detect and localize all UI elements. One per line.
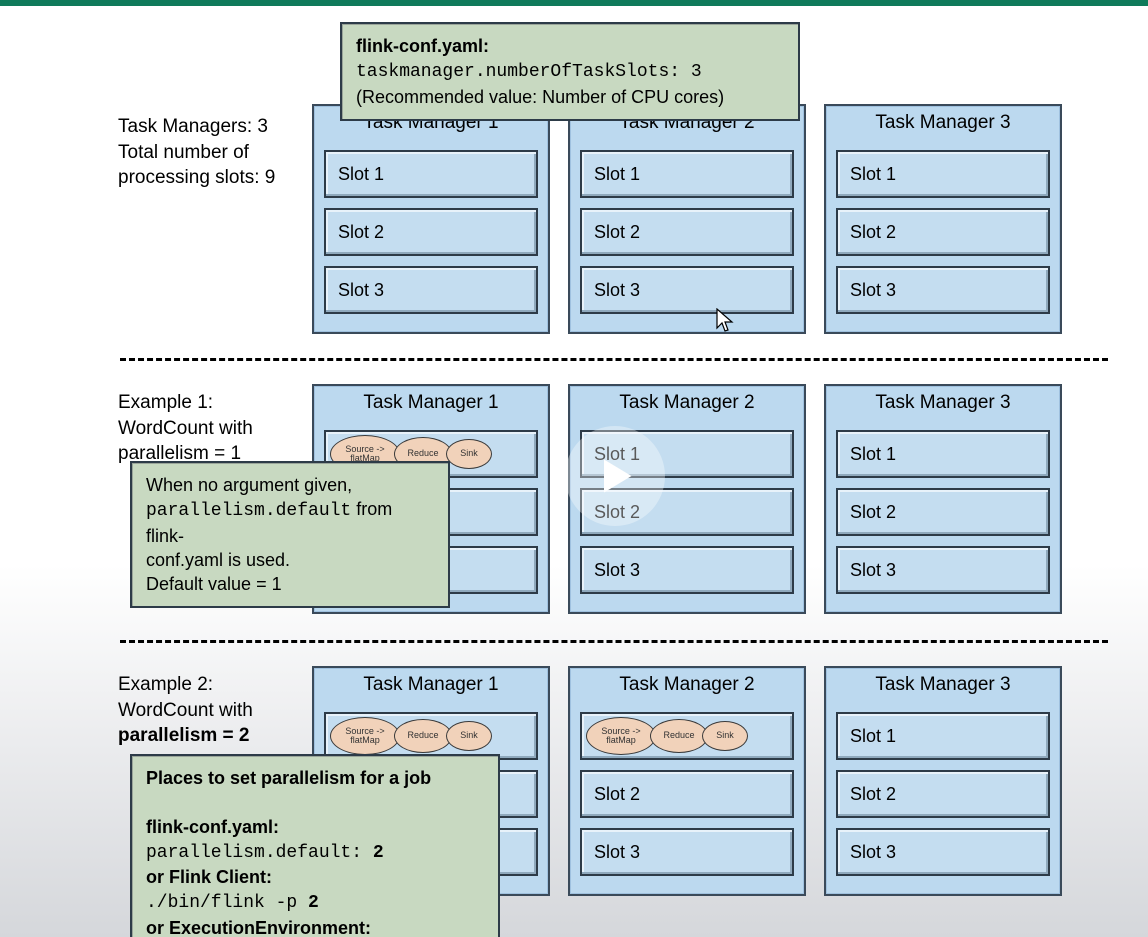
slot-label: Slot 3 <box>850 280 896 301</box>
section1-label: Example 1: WordCount with parallelism = … <box>118 390 253 467</box>
slot-with-ops: Source -> flatMap Reduce Sink <box>580 712 794 760</box>
tm-box: Task Manager 2 Source -> flatMap Reduce … <box>568 666 806 896</box>
slot-with-ops: Source -> flatMap Reduce Sink <box>324 712 538 760</box>
code: ./bin/flink -p <box>146 893 308 913</box>
callout-title: flink-conf.yaml: <box>356 36 489 56</box>
tm-box: Task Manager 3 Slot 1 Slot 2 Slot 3 <box>824 104 1062 334</box>
slot-label: Slot 3 <box>594 842 640 863</box>
slot: Slot 1 <box>836 712 1050 760</box>
op-ellipse: Source -> flatMap <box>586 717 656 755</box>
slot-label: Slot 3 <box>850 842 896 863</box>
slot-label: Slot 3 <box>338 280 384 301</box>
tm-box: Task Manager 3 Slot 1 Slot 2 Slot 3 <box>824 666 1062 896</box>
ops-row: Source -> flatMap Reduce Sink <box>330 717 492 755</box>
slot-label: Slot 3 <box>850 560 896 581</box>
slot: Slot 3 <box>836 266 1050 314</box>
text: Total number of <box>118 142 249 163</box>
ops-row: Source -> flatMap Reduce Sink <box>586 717 748 755</box>
slot: Slot 3 <box>836 546 1050 594</box>
text-bold: or Flink Client: <box>146 867 272 887</box>
tm-title: Task Manager 2 <box>570 674 804 696</box>
tm-box: Task Manager 1 Slot 1 Slot 2 Slot 3 <box>312 104 550 334</box>
slot: Slot 2 <box>580 770 794 818</box>
section2-label: Example 2: WordCount with parallelism = … <box>118 672 253 749</box>
code: parallelism.default <box>146 501 351 521</box>
code: ./bin/flink -p 2 <box>146 893 319 913</box>
slot: Slot 1 <box>836 430 1050 478</box>
slot: Slot 3 <box>324 266 538 314</box>
slot-label: Slot 1 <box>594 164 640 185</box>
text: Example 2: <box>118 674 213 695</box>
divider <box>120 640 1108 643</box>
text-bold: Places to set parallelism for a job <box>146 768 431 788</box>
callout-default-parallelism: When no argument given, parallelism.defa… <box>130 461 450 608</box>
op-ellipse: Sink <box>702 721 748 751</box>
slot: Slot 2 <box>836 770 1050 818</box>
slot: Slot 1 <box>324 150 538 198</box>
callout-taskslots: flink-conf.yaml: taskmanager.numberOfTas… <box>340 22 800 121</box>
code: parallelism.default: 2 <box>146 843 384 863</box>
text: WordCount with <box>118 418 253 439</box>
section0-label: Task Managers: 3 Total number of process… <box>118 114 275 191</box>
slot-label: Slot 2 <box>594 784 640 805</box>
tm-title: Task Manager 3 <box>826 112 1060 134</box>
slot-label: Slot 1 <box>850 164 896 185</box>
callout-code: taskmanager.numberOfTaskSlots: 3 <box>356 62 702 82</box>
slot-label: Slot 2 <box>850 502 896 523</box>
slot: Slot 1 <box>836 150 1050 198</box>
slot-label: Slot 3 <box>594 280 640 301</box>
code: parallelism.default: <box>146 843 373 863</box>
text: Default value = 1 <box>146 574 282 594</box>
op-ellipse: Source -> flatMap <box>330 717 400 755</box>
code-bold: 2 <box>308 893 319 913</box>
callout-set-parallelism: Places to set parallelism for a job flin… <box>130 754 500 937</box>
slot-label: Slot 3 <box>594 560 640 581</box>
tm-title: Task Manager 1 <box>314 674 548 696</box>
text: conf.yaml is used. <box>146 550 290 570</box>
text: When no argument given, <box>146 475 352 495</box>
slot: Slot 3 <box>580 266 794 314</box>
slot-label: Slot 2 <box>594 222 640 243</box>
slot: Slot 3 <box>580 828 794 876</box>
play-button[interactable] <box>565 426 665 526</box>
slot-label: Slot 2 <box>850 784 896 805</box>
slot-label: Slot 1 <box>338 164 384 185</box>
text: WordCount with <box>118 700 253 721</box>
tm-box: Task Manager 2 Slot 1 Slot 2 Slot 3 <box>568 104 806 334</box>
slot-label: Slot 2 <box>850 222 896 243</box>
text: Example 1: <box>118 392 213 413</box>
op-ellipse: Sink <box>446 439 492 469</box>
slot-label: Slot 2 <box>338 222 384 243</box>
tm-title: Task Manager 3 <box>826 392 1060 414</box>
text: processing slots: 9 <box>118 167 275 188</box>
slot: Slot 2 <box>836 488 1050 536</box>
slot: Slot 3 <box>836 828 1050 876</box>
op-ellipse: Reduce <box>650 719 708 753</box>
tm-box: Task Manager 3 Slot 1 Slot 2 Slot 3 <box>824 384 1062 614</box>
op-ellipse: Sink <box>446 721 492 751</box>
text: Task Managers: 3 <box>118 116 268 137</box>
slot: Slot 1 <box>580 150 794 198</box>
text-bold: parallelism = 2 <box>118 725 250 746</box>
tm-title: Task Manager 3 <box>826 674 1060 696</box>
code-bold: 2 <box>373 843 384 863</box>
text-bold: or ExecutionEnvironment: <box>146 918 371 937</box>
slot: Slot 2 <box>836 208 1050 256</box>
tm-title: Task Manager 2 <box>570 392 804 414</box>
text-bold: flink-conf.yaml: <box>146 817 279 837</box>
cursor-icon <box>716 308 736 334</box>
slot: Slot 3 <box>580 546 794 594</box>
divider <box>120 358 1108 361</box>
slot-label: Slot 1 <box>850 726 896 747</box>
callout-note: (Recommended value: Number of CPU cores) <box>356 87 724 107</box>
op-ellipse: Reduce <box>394 719 452 753</box>
tm-title: Task Manager 1 <box>314 392 548 414</box>
slot-label: Slot 1 <box>850 444 896 465</box>
play-icon <box>593 454 637 498</box>
slot: Slot 2 <box>324 208 538 256</box>
slot: Slot 2 <box>580 208 794 256</box>
